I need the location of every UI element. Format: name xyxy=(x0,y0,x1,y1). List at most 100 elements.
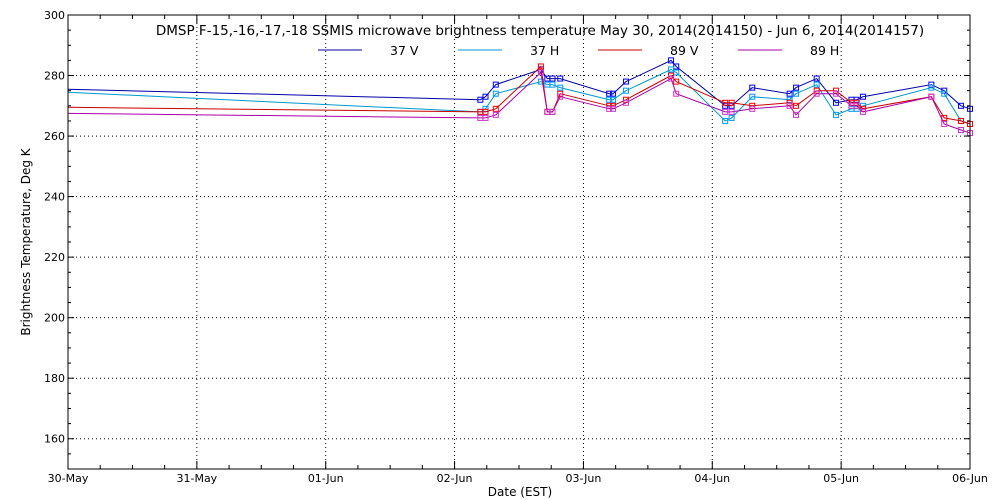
data-point-marker xyxy=(793,111,800,118)
series-line xyxy=(67,71,971,134)
x-tick-label: 04-Jun xyxy=(694,472,730,485)
data-point-marker xyxy=(749,105,756,112)
y-tick-label: 260 xyxy=(44,130,65,143)
data-point-marker xyxy=(482,105,489,112)
data-point-marker xyxy=(957,102,964,109)
data-point-marker xyxy=(622,78,629,85)
data-point-marker xyxy=(482,93,489,100)
plot-area-frame xyxy=(67,14,971,470)
y-tick-label: 220 xyxy=(44,251,65,264)
data-point-marker xyxy=(668,75,675,82)
x-tick-label: 30-May xyxy=(48,472,89,485)
y-tick-label: 240 xyxy=(44,191,65,204)
data-point-marker xyxy=(722,99,729,106)
data-point-marker xyxy=(492,105,499,112)
data-point-marker xyxy=(622,99,629,106)
x-tick-label: 03-Jun xyxy=(566,472,602,485)
data-point-marker xyxy=(557,75,564,82)
data-point-marker xyxy=(673,90,680,97)
data-point-marker xyxy=(622,87,629,94)
data-point-marker xyxy=(860,93,867,100)
y-tick-label: 280 xyxy=(44,70,65,83)
legend-label: 89 H xyxy=(810,43,839,58)
data-point-marker xyxy=(728,108,735,115)
data-point-marker xyxy=(557,90,564,97)
data-point-marker xyxy=(537,63,544,70)
data-point-marker xyxy=(722,117,729,124)
legend-label: 89 V xyxy=(670,43,699,58)
data-point-marker xyxy=(557,93,564,100)
data-point-marker xyxy=(813,90,820,97)
data-point-marker xyxy=(928,84,935,91)
grid-lines xyxy=(68,15,970,469)
data-point-marker xyxy=(832,87,839,94)
data-point-marker xyxy=(610,105,617,112)
data-point-marker xyxy=(786,102,793,109)
data-point-marker xyxy=(537,69,544,76)
axis-ticks: 160 180 200 220 240 260 280 300 30-May 31-May 01-J… xyxy=(44,9,988,485)
y-axis-title: Brightness Temperature, Deg K xyxy=(19,147,33,335)
data-point-marker xyxy=(832,111,839,118)
data-point-marker xyxy=(786,90,793,97)
data-point-marker xyxy=(813,87,820,94)
data-point-marker xyxy=(673,78,680,85)
series-89-h xyxy=(67,69,973,137)
data-point-marker xyxy=(477,96,484,103)
data-point-marker xyxy=(749,84,756,91)
data-point-marker xyxy=(722,108,729,115)
data-point-marker xyxy=(557,84,564,91)
y-tick-label: 180 xyxy=(44,372,65,385)
data-point-marker xyxy=(728,99,735,106)
data-point-marker xyxy=(606,96,613,103)
x-tick-label: 31-May xyxy=(176,472,217,485)
data-point-marker xyxy=(928,93,935,100)
data-point-marker xyxy=(668,72,675,79)
data-point-marker xyxy=(793,84,800,91)
chart-title: DMSP F-15,-16,-17,-18 SSMIS microwave br… xyxy=(156,23,924,39)
y-tick-label: 200 xyxy=(44,312,65,325)
data-point-marker xyxy=(668,66,675,73)
data-point-marker xyxy=(728,114,735,121)
data-point-marker xyxy=(957,127,964,134)
x-tick-label: 05-Jun xyxy=(823,472,859,485)
data-point-marker xyxy=(549,108,556,115)
data-point-marker xyxy=(606,90,613,97)
data-point-marker xyxy=(832,90,839,97)
data-point-marker xyxy=(813,81,820,88)
y-tick-label: 300 xyxy=(44,9,65,22)
data-point-marker xyxy=(832,99,839,106)
data-point-marker xyxy=(941,120,948,127)
data-point-marker xyxy=(941,90,948,97)
data-point-marker xyxy=(853,99,860,106)
data-point-marker xyxy=(492,81,499,88)
data-point-marker xyxy=(786,99,793,106)
legend: 37 V 37 H 89 V 89 H xyxy=(318,43,839,58)
data-point-marker xyxy=(673,69,680,76)
series-37-v xyxy=(67,57,973,112)
data-point-marker xyxy=(622,96,629,103)
x-tick-label: 06-Jun xyxy=(952,472,988,485)
data-point-marker xyxy=(786,96,793,103)
x-axis-title: Date (EST) xyxy=(488,485,552,499)
x-tick-label: 02-Jun xyxy=(437,472,473,485)
data-point-marker xyxy=(957,117,964,124)
data-point-marker xyxy=(668,57,675,64)
data-point-marker xyxy=(749,93,756,100)
data-point-marker xyxy=(482,108,489,115)
data-point-marker xyxy=(813,75,820,82)
data-point-marker xyxy=(492,111,499,118)
data-point-marker xyxy=(673,63,680,70)
data-point-marker xyxy=(606,105,613,112)
data-point-marker xyxy=(492,90,499,97)
data-point-marker xyxy=(549,75,556,82)
data-series xyxy=(67,57,973,137)
data-point-marker xyxy=(853,96,860,103)
data-point-marker xyxy=(610,96,617,103)
data-point-marker xyxy=(482,114,489,121)
series-89-v xyxy=(67,63,973,127)
data-point-marker xyxy=(853,102,860,109)
data-point-marker xyxy=(549,81,556,88)
data-point-marker xyxy=(860,108,867,115)
x-tick-label: 01-Jun xyxy=(308,472,344,485)
